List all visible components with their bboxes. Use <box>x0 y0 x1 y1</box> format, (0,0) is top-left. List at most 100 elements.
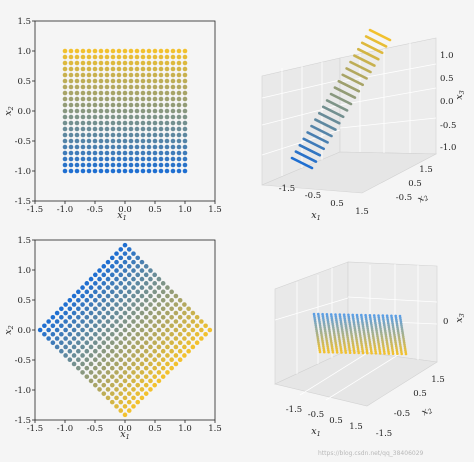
scatter-point <box>169 357 174 363</box>
scatter-point <box>139 353 145 358</box>
scatter-point <box>68 96 74 102</box>
scatter-point <box>140 102 146 108</box>
z-tick-label: 0.5 <box>440 74 454 84</box>
scatter-point <box>62 126 68 132</box>
scatter-point <box>110 96 116 102</box>
scatter-point <box>152 144 158 150</box>
scatter-point <box>71 319 77 324</box>
scatter-point <box>131 302 136 307</box>
scatter-point <box>88 378 94 384</box>
scatter-point <box>152 120 158 126</box>
scatter-point <box>97 268 102 273</box>
scatter-point <box>199 319 204 324</box>
scatter-point <box>146 96 152 102</box>
scatter-point <box>128 168 134 174</box>
x1-axis-label: x1 <box>311 426 321 438</box>
scatter-point <box>101 272 107 278</box>
scatter-point <box>67 298 73 303</box>
scatter-point <box>101 323 107 329</box>
scatter-point <box>139 370 145 375</box>
scatter-point <box>173 361 179 367</box>
scatter-point <box>143 391 149 396</box>
scatter-point <box>68 72 74 78</box>
scatter-point <box>122 259 128 265</box>
scatter-point <box>68 114 74 120</box>
scatter-point <box>176 84 182 90</box>
scatter-point <box>152 90 158 96</box>
scatter-point <box>105 319 111 324</box>
scatter-point <box>116 78 122 84</box>
panel-bottom-right: -1.5 -0.50.51.5-1.5-0.50.51.50 x1 x2 x3 <box>274 261 466 439</box>
scatter-point <box>182 168 188 174</box>
scatter-point <box>110 90 116 96</box>
scatter-point <box>105 361 111 367</box>
scatter-point <box>182 336 187 341</box>
scatter-point <box>116 150 122 156</box>
scatter-point <box>37 327 43 333</box>
scatter-point <box>101 331 107 337</box>
scatter-point <box>80 120 86 126</box>
x-tick-label: 0.5 <box>148 424 162 434</box>
scatter-point <box>109 391 115 396</box>
scatter-point <box>114 378 119 384</box>
scatter-point <box>74 84 80 90</box>
scatter-point <box>176 90 182 96</box>
scatter-point <box>86 138 92 144</box>
z-tick-label: 0.0 <box>440 97 454 107</box>
scatter-point <box>158 60 164 66</box>
scatter-point <box>80 310 85 316</box>
scatter-point <box>92 66 98 72</box>
scatter-point <box>348 351 352 355</box>
scatter-point <box>165 353 170 358</box>
scatter-point <box>357 47 360 51</box>
scatter-point <box>104 108 110 114</box>
scatter-point <box>105 378 111 384</box>
scatter-point <box>143 374 149 379</box>
scatter-point <box>126 365 132 371</box>
scatter-point <box>158 54 164 60</box>
scatter-point <box>109 272 115 278</box>
scatter-point <box>128 48 134 54</box>
scatter-point <box>118 306 124 312</box>
scatter-point <box>80 302 85 307</box>
scatter-point <box>134 78 140 84</box>
scatter-point <box>86 168 92 174</box>
scatter-point <box>93 272 98 278</box>
scatter-point <box>93 382 98 388</box>
scatter-point <box>143 340 149 346</box>
scatter-point <box>74 96 80 102</box>
scatter-point <box>134 108 140 114</box>
scatter-point <box>160 289 166 295</box>
scatter-point <box>62 144 68 150</box>
scatter-point <box>98 126 104 132</box>
scatter-point <box>68 120 74 126</box>
scatter-point <box>134 90 140 96</box>
scatter-point <box>135 306 141 312</box>
scatter-point <box>146 48 152 54</box>
scatter-point <box>104 102 110 108</box>
scatter-point <box>182 108 188 114</box>
scatter-point <box>182 48 188 54</box>
scatter-point <box>391 352 395 356</box>
watermark: https://blog.csdn.net/qq_38406029 <box>318 450 424 457</box>
scatter-point <box>182 319 187 324</box>
scatter-point <box>152 126 158 132</box>
x-tick-label: -0.5 <box>308 410 324 420</box>
scatter-point <box>86 108 92 114</box>
scatter-point <box>63 302 68 307</box>
scatter-point <box>104 144 110 150</box>
x-tick-label: -0.5 <box>87 424 103 434</box>
scatter-point <box>176 60 182 66</box>
scatter-point <box>62 48 68 54</box>
scatter-point <box>110 138 116 144</box>
scatter-point <box>63 310 68 316</box>
scatter-point <box>97 353 102 358</box>
scatter-point <box>93 365 98 371</box>
scatter-point <box>118 298 124 303</box>
scatter-point <box>86 96 92 102</box>
scatter-point <box>116 108 122 114</box>
scatter-point <box>160 357 166 363</box>
scatter-point <box>76 323 81 329</box>
scatter-point <box>135 357 141 363</box>
scatter-point <box>143 348 149 354</box>
